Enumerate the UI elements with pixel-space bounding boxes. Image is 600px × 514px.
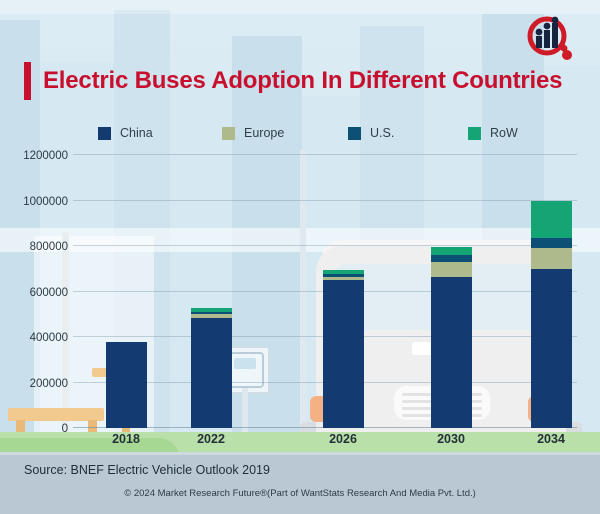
bench-seat <box>8 408 104 421</box>
legend-swatch-china <box>98 126 111 140</box>
bar-segment-europe <box>191 313 232 318</box>
bar-segment-row <box>531 200 572 239</box>
y-axis-tick-label: 200000 <box>29 377 68 390</box>
legend-item-europe[interactable]: Europe <box>222 126 348 140</box>
plot-area <box>73 150 577 428</box>
bar-segment-row <box>323 270 364 275</box>
bar-segment-us <box>191 312 232 314</box>
y-axis-tick-label: 600000 <box>29 286 68 299</box>
bar-segment-us <box>431 255 472 262</box>
highlight-band <box>0 0 600 14</box>
bar-segment-row <box>191 308 232 313</box>
gridline <box>73 245 577 246</box>
title-block: Electric Buses Adoption In Different Cou… <box>24 62 563 100</box>
x-axis-tick-label: 2034 <box>537 432 565 446</box>
legend-swatch-europe <box>222 126 235 140</box>
chart-legend: China Europe U.S. RoW <box>98 126 518 140</box>
bar-segment-row <box>431 247 472 256</box>
x-axis-labels: 2018 2022 2026 2030 2034 <box>73 432 577 452</box>
road <box>0 455 600 514</box>
y-axis-tick-label: 400000 <box>29 332 68 344</box>
legend-label-europe: Europe <box>244 126 285 140</box>
sign-pole <box>242 388 248 454</box>
bar-segment-europe <box>431 261 472 277</box>
legend-item-china[interactable]: China <box>98 126 222 140</box>
bar-segment-europe <box>531 248 572 269</box>
market-research-future-logo <box>522 14 578 62</box>
bar-2034[interactable] <box>531 200 572 428</box>
bar-segment-china <box>323 280 364 428</box>
bar-segment-china <box>191 317 232 428</box>
y-axis-labels: 0 200000 400000 600000 800000 1000000 1200000 <box>0 150 68 435</box>
bar-2022[interactable] <box>191 308 232 428</box>
x-axis-tick-label: 2022 <box>197 432 225 446</box>
y-axis-tick-label: 1000000 <box>23 195 68 208</box>
bus-stop-icon <box>228 352 264 388</box>
legend-label-row: RoW <box>490 126 518 140</box>
y-axis-tick-label: 0 <box>61 423 68 435</box>
bar-segment-us <box>531 238 572 249</box>
page-title: Electric Buses Adoption In Different Cou… <box>43 67 563 94</box>
legend-label-us: U.S. <box>370 126 395 140</box>
bar-segment-china <box>431 276 472 428</box>
bar-2026[interactable] <box>323 270 364 428</box>
legend-item-row[interactable]: RoW <box>468 126 518 140</box>
lamp-post <box>62 232 69 454</box>
legend-label-china: China <box>120 126 153 140</box>
gridline <box>73 199 577 201</box>
gridline <box>73 154 577 155</box>
bar-segment-europe <box>323 276 364 281</box>
pole <box>300 150 306 450</box>
x-axis-tick-label: 2018 <box>112 432 140 446</box>
legend-item-us[interactable]: U.S. <box>348 126 468 140</box>
copyright-note: © 2024 Market Research Future®(Part of W… <box>124 488 476 499</box>
bar-2030[interactable] <box>431 247 472 428</box>
bar-segment-china <box>531 268 572 428</box>
bar-2018[interactable] <box>106 341 147 428</box>
y-axis-tick-label: 800000 <box>29 241 68 253</box>
bar-segment-china <box>106 341 147 428</box>
x-axis-tick-label: 2030 <box>437 432 465 446</box>
legend-swatch-row <box>468 126 481 140</box>
y-axis-tick-label: 1200000 <box>23 150 68 162</box>
x-axis-tick-label: 2026 <box>329 432 357 446</box>
bar-segment-us <box>323 274 364 277</box>
title-accent-bar <box>24 62 31 100</box>
source-note: Source: BNEF Electric Vehicle Outlook 20… <box>24 463 270 477</box>
legend-swatch-us <box>348 126 361 140</box>
